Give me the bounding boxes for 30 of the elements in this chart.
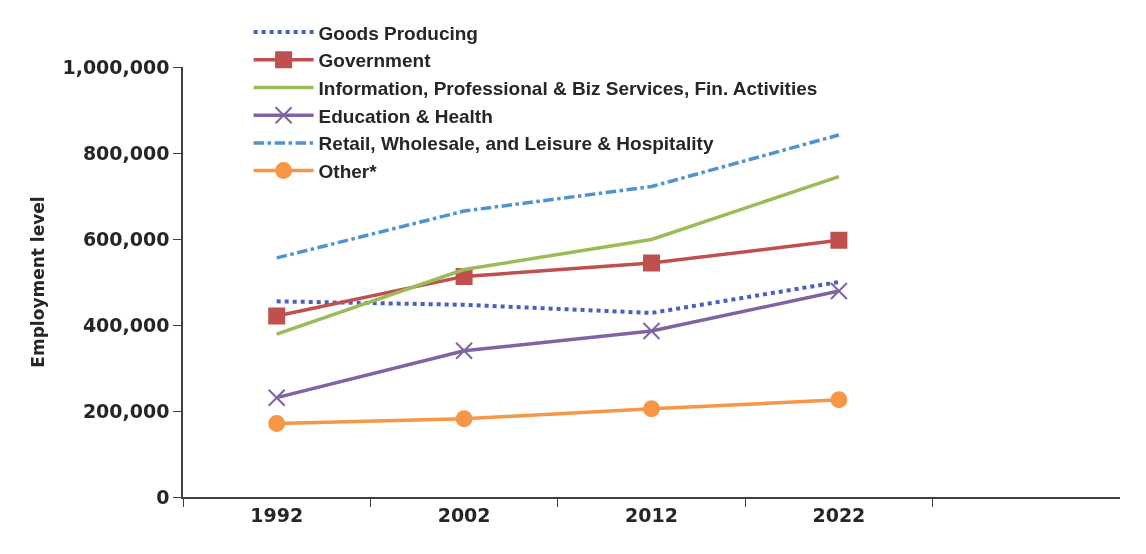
point <box>642 322 661 341</box>
line-series <box>274 133 841 260</box>
point <box>643 400 660 418</box>
line-series <box>274 280 841 315</box>
legend-label: Information, Professional & Biz Services, Fin. Activities <box>318 77 818 99</box>
point <box>643 254 660 272</box>
point <box>830 231 848 249</box>
point <box>268 307 286 325</box>
legend-label: Retail, Wholesale, and Leisure & Hospitality <box>318 133 714 155</box>
y-tick-label: 800,000 <box>82 141 170 164</box>
y-tick-label: 600,000 <box>82 227 170 250</box>
point <box>268 414 286 432</box>
legend-label: Education & Health <box>318 105 493 127</box>
y-tick-label: 200,000 <box>82 399 170 422</box>
point <box>830 391 848 409</box>
y-axis-title: Employment level <box>27 196 48 368</box>
y-tick-label: 400,000 <box>82 313 170 336</box>
point <box>455 410 473 428</box>
legend-label: Government <box>318 50 432 72</box>
point <box>455 341 474 360</box>
x-tick-label: 1992 <box>250 503 304 526</box>
x-tick-label: 2022 <box>812 503 866 526</box>
x-tick-label: 2012 <box>625 503 678 526</box>
legend-label: Other* <box>318 161 378 183</box>
x-tick-label: 2002 <box>437 503 491 526</box>
legend-label: Goods Producing <box>318 22 478 44</box>
point <box>829 282 848 301</box>
point <box>267 388 286 407</box>
y-tick-label: 1,000,000 <box>62 55 170 78</box>
y-tick-label: 0 <box>156 485 170 508</box>
